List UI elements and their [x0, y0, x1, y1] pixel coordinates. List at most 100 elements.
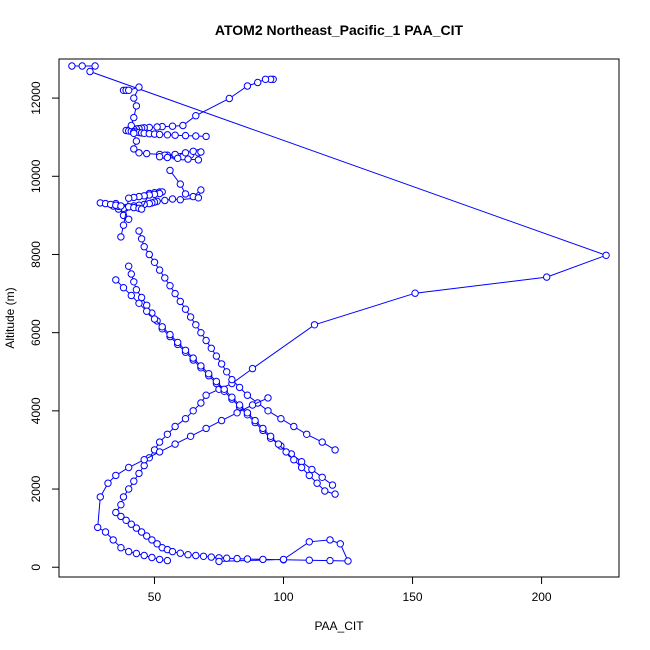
data-point [96, 493, 105, 501]
data-point [233, 409, 241, 417]
data-point [251, 416, 259, 425]
data-point [166, 166, 174, 175]
data-point [181, 149, 190, 157]
data-point [328, 481, 337, 489]
data-point [176, 297, 185, 306]
data-point [132, 137, 141, 145]
data-point [140, 456, 148, 464]
data-point [331, 446, 339, 454]
data-point [174, 338, 182, 347]
data-point [122, 516, 130, 524]
data-point [181, 305, 190, 313]
data-point [112, 471, 120, 480]
data-point [130, 278, 138, 286]
chart-title: ATOM2 Northeast_Pacific_1 PAA_CIT [215, 22, 464, 38]
data-point [197, 399, 205, 407]
data-point [158, 323, 166, 331]
data-point [68, 62, 76, 70]
data-point [127, 291, 136, 300]
data-point [202, 336, 210, 345]
data-point [181, 346, 190, 354]
data-point [150, 258, 159, 266]
data-point [163, 131, 172, 139]
data-point [243, 409, 252, 417]
data-point [161, 274, 169, 282]
data-point [184, 551, 192, 559]
data-point [125, 215, 133, 224]
data-point [127, 270, 136, 278]
data-point [155, 266, 164, 274]
data-point [171, 440, 179, 448]
data-point [223, 554, 231, 562]
data-point [197, 329, 205, 337]
x-tick-label: 50 [148, 590, 162, 604]
data-point [137, 528, 146, 536]
data-point [266, 432, 275, 440]
data-point [119, 284, 128, 292]
data-point [207, 553, 216, 561]
data-point [228, 393, 236, 401]
data-point [308, 465, 316, 474]
data-point [205, 370, 213, 378]
data-point [248, 401, 257, 409]
data-point [336, 540, 344, 548]
data-point [233, 554, 241, 563]
data-point [150, 315, 159, 323]
data-point [148, 553, 156, 562]
data-point [344, 557, 352, 565]
data-point [326, 536, 334, 544]
data-point [217, 416, 226, 425]
data-point [602, 251, 610, 260]
data-point [326, 556, 334, 565]
x-axis: 50 100 150 200 [148, 576, 552, 604]
data-point [212, 352, 221, 360]
data-point [220, 385, 228, 393]
data-point [155, 153, 164, 161]
y-tick-label: 0 [29, 564, 43, 571]
y-tick-label: 2000 [29, 475, 43, 502]
data-point [135, 299, 143, 307]
data-point [140, 243, 148, 251]
data-point [148, 536, 156, 544]
data-point [228, 375, 236, 384]
data-point [181, 131, 190, 140]
data-point [153, 123, 161, 131]
data-point [130, 477, 138, 485]
data-point [130, 94, 138, 102]
data-point [166, 282, 174, 290]
data-point [279, 555, 288, 564]
x-axis-label: PAA_CIT [314, 619, 364, 633]
data-point [176, 549, 185, 557]
data-point [163, 153, 172, 162]
data-point [181, 415, 190, 423]
data-point [119, 221, 128, 229]
data-point [186, 432, 195, 440]
data-point [179, 121, 187, 130]
data-point [310, 321, 319, 329]
data-point [101, 528, 110, 536]
data-point [235, 383, 244, 392]
data-point [192, 321, 200, 329]
data-point [194, 156, 203, 164]
data-point [321, 487, 329, 495]
data-point [197, 186, 205, 194]
data-point [145, 250, 154, 259]
data-point [202, 132, 210, 141]
data-point [130, 129, 138, 138]
data-point [223, 368, 231, 376]
data-point [264, 394, 272, 402]
y-tick-label: 10000 [29, 159, 43, 193]
data-point [254, 78, 262, 87]
y-axis: 0 2000 4000 6000 8000 10000 12000 [29, 81, 60, 571]
data-point [274, 440, 283, 448]
data-point [189, 354, 197, 362]
x-tick-label: 150 [403, 590, 423, 604]
data-point [259, 424, 267, 433]
data-point [225, 94, 234, 103]
data-point [202, 424, 210, 433]
data-point [181, 190, 190, 198]
data-point [91, 62, 99, 70]
data-point [290, 456, 298, 464]
data-point [168, 122, 177, 130]
